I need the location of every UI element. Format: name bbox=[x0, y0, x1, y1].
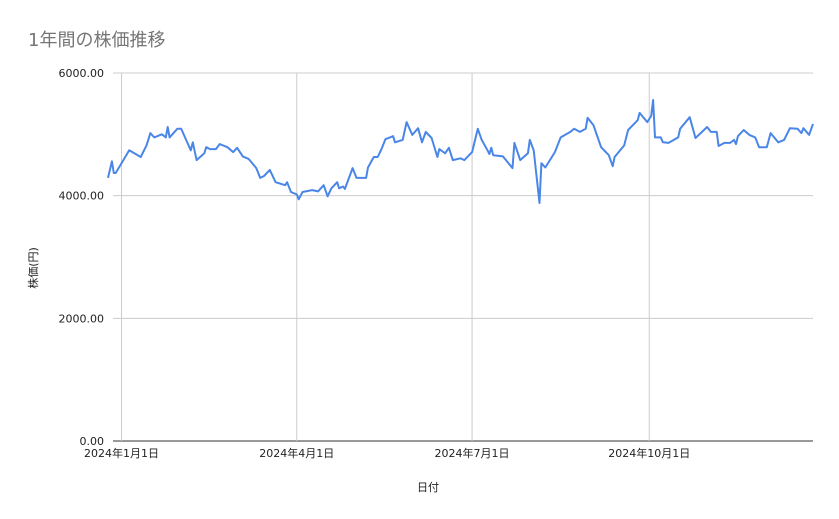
x-tick-label: 2024年7月1日 bbox=[435, 446, 510, 460]
chart-title: 1年間の株価推移 bbox=[28, 30, 166, 51]
x-axis-label: 日付 bbox=[417, 481, 439, 494]
y-tick-label: 4000.00 bbox=[59, 190, 105, 203]
y-tick-label: 6000.00 bbox=[59, 67, 105, 80]
x-tick-label: 2024年4月1日 bbox=[259, 446, 334, 460]
y-axis-label: 株価(円) bbox=[26, 247, 40, 289]
x-tick-label: 2024年10月1日 bbox=[608, 446, 690, 460]
y-tick-label: 0.00 bbox=[80, 435, 105, 448]
x-tick-label: 2024年1月1日 bbox=[84, 446, 159, 460]
y-tick-label: 2000.00 bbox=[59, 312, 105, 325]
price-series-line bbox=[107, 99, 814, 204]
x-tick-labels: 2024年1月1日 2024年4月1日 2024年7月1日 2024年10月1日 bbox=[84, 446, 690, 460]
y-tick-labels: 0.00 2000.00 4000.00 6000.00 bbox=[59, 67, 105, 448]
gridlines bbox=[113, 72, 813, 442]
